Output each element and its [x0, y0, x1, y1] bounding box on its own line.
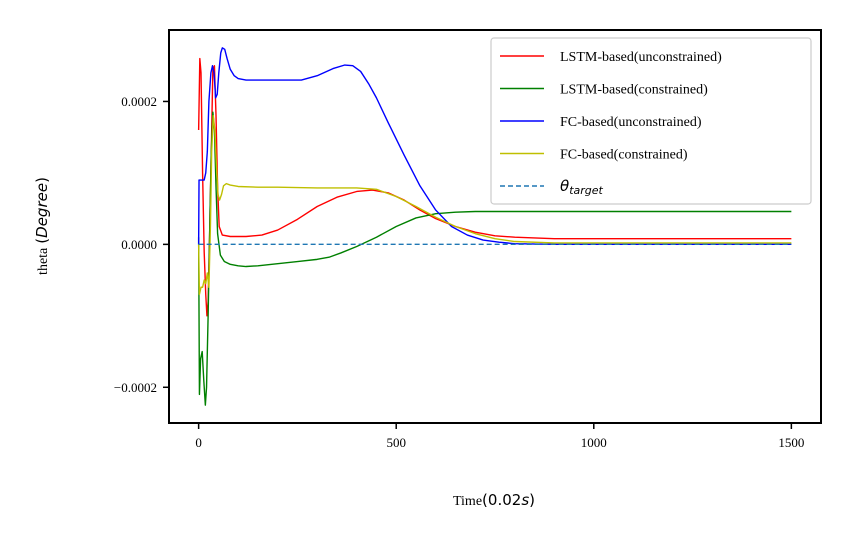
legend-box — [490, 37, 812, 205]
legend-label: θtarget — [560, 177, 604, 197]
legend: LSTM-based(unconstrained) LSTM-based(cons… — [490, 37, 812, 205]
x-tick-label: 1500 — [778, 435, 804, 450]
series-line-fc-based-unconstrained — [197, 47, 792, 246]
x-tick-label: 0 — [195, 435, 202, 450]
legend-label: FC-based(constrained) — [560, 148, 688, 163]
y-tick-label: −0.0002 — [114, 380, 157, 395]
x-tick-label: 500 — [386, 435, 406, 450]
x-tick-label: 1000 — [581, 435, 607, 450]
y-tick-label: 0.0000 — [121, 237, 157, 252]
y-axis-label: theta(Degree) — [33, 177, 51, 275]
ticks-layer: 0 500 1000 1500 −0.0002 0.0000 0.0002 — [114, 94, 804, 450]
y-tick-label: 0.0002 — [121, 94, 157, 109]
series-layer — [197, 47, 792, 406]
series-line-fc-based-constrained — [197, 115, 792, 296]
series-line-lstm-based-unconstrained — [197, 57, 792, 317]
legend-label: FC-based(unconstrained) — [560, 115, 702, 130]
legend-label: LSTM-based(unconstrained) — [560, 50, 722, 65]
plot-frame — [168, 29, 822, 424]
legend-label: LSTM-based(constrained) — [560, 83, 708, 98]
x-axis-label: Time(0.02s) — [453, 491, 535, 509]
plot-area — [168, 29, 822, 424]
